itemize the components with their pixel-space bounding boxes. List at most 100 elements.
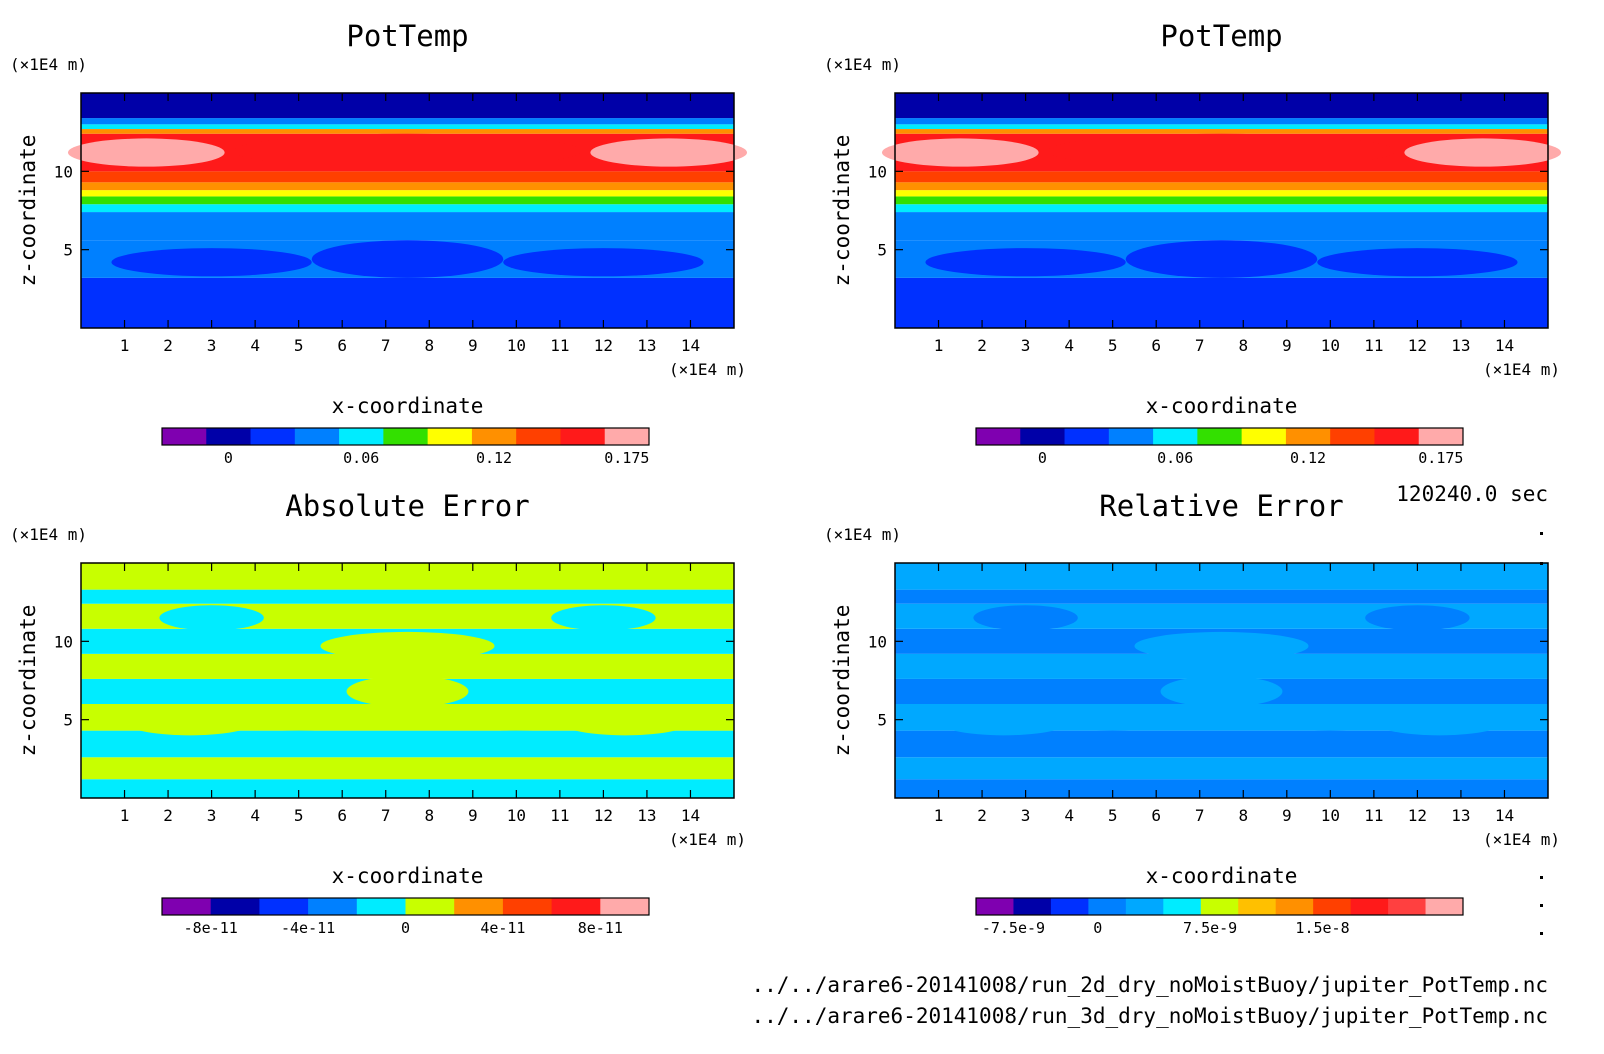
contour-band xyxy=(895,277,1548,328)
x-tick-label: 11 xyxy=(550,336,569,355)
x-tick-label: 10 xyxy=(507,336,526,355)
contour-band xyxy=(895,124,1548,130)
colorbar-swatch xyxy=(1285,428,1331,445)
contour-feature xyxy=(925,248,1126,277)
contour-band xyxy=(895,757,1548,780)
x-tick-label: 14 xyxy=(681,336,700,355)
colorbar-swatch xyxy=(308,898,358,915)
colorbar-label: 0.12 xyxy=(476,449,512,467)
contour-feature xyxy=(1265,730,1396,756)
colorbar-swatch xyxy=(1020,428,1066,445)
x-tick-label: 10 xyxy=(1321,336,1340,355)
x-tick-label: 11 xyxy=(1364,336,1383,355)
contour-band xyxy=(81,277,734,328)
colorbar-frame xyxy=(975,897,1464,916)
x-tick-label: 9 xyxy=(1282,336,1292,355)
colorbar-label: -7.5e-9 xyxy=(982,919,1045,937)
colorbar-label: 0 xyxy=(401,919,410,937)
y-axis-unit: (×1E4 m) xyxy=(10,525,87,544)
colorbar-swatch xyxy=(356,898,406,915)
x-tick-label: 2 xyxy=(163,806,173,825)
contour-band xyxy=(81,563,734,590)
chart-title: PotTemp xyxy=(1160,19,1282,53)
colorbar-swatch xyxy=(454,898,504,915)
x-tick-label: 5 xyxy=(294,336,304,355)
x-tick-label: 2 xyxy=(977,806,987,825)
colorbar-swatch xyxy=(560,428,606,445)
colorbar-label: 0 xyxy=(1093,919,1102,937)
contour-band xyxy=(895,779,1548,798)
contour-band xyxy=(81,196,734,205)
colorbar-swatch xyxy=(206,428,252,445)
chart-title: PotTemp xyxy=(346,19,468,53)
colorbar-swatch xyxy=(1013,898,1052,915)
colorbar-swatch xyxy=(551,898,601,915)
colorbar-label: -4e-11 xyxy=(281,919,335,937)
colorbar-frame xyxy=(161,897,650,916)
contour-band xyxy=(895,589,1548,604)
contour-feature xyxy=(1047,730,1178,756)
colorbar-swatch xyxy=(210,898,260,915)
colorbar-swatch xyxy=(1350,898,1389,915)
x-tick-label: 7 xyxy=(1195,336,1205,355)
colorbar-swatch xyxy=(976,898,1014,915)
colorbar-label: 0.175 xyxy=(1418,449,1463,467)
x-tick-label: 10 xyxy=(507,806,526,825)
contour-band xyxy=(81,124,734,130)
contour-band xyxy=(895,196,1548,205)
contour-band xyxy=(895,129,1548,134)
colorbar-swatch xyxy=(600,898,650,915)
colorbar-label: 4e-11 xyxy=(480,919,525,937)
contour-feature xyxy=(1047,133,1396,169)
x-tick-label: 7 xyxy=(381,336,391,355)
contour-band xyxy=(81,171,734,183)
contour-band xyxy=(895,212,1548,241)
colorbar-label: 0 xyxy=(224,449,233,467)
colorbar-swatch xyxy=(976,428,1021,445)
x-tick-label: 11 xyxy=(550,806,569,825)
colorbar-label: 1.5e-8 xyxy=(1295,919,1349,937)
x-axis-label: x-coordinate xyxy=(1146,394,1298,418)
colorbar-swatch xyxy=(1388,898,1427,915)
colorbar-label: 0 xyxy=(1038,449,1047,467)
contour-feature xyxy=(451,730,582,756)
y-axis-unit: (×1E4 m) xyxy=(824,525,901,544)
colorbar-swatch xyxy=(1125,898,1164,915)
x-tick-label: 2 xyxy=(977,336,987,355)
x-axis-unit: (×1E4 m) xyxy=(669,830,746,849)
y-tick-label: 5 xyxy=(877,711,887,730)
contour-band xyxy=(895,190,1548,197)
x-tick-label: 9 xyxy=(468,806,478,825)
x-tick-label: 3 xyxy=(207,806,217,825)
colorbar-swatch xyxy=(405,898,455,915)
x-tick-label: 8 xyxy=(1238,336,1248,355)
x-tick-label: 13 xyxy=(1451,336,1470,355)
colorbar-swatch xyxy=(1050,898,1089,915)
x-tick-label: 3 xyxy=(1021,336,1031,355)
contour-band xyxy=(895,563,1548,590)
x-tick-label: 8 xyxy=(1238,806,1248,825)
x-tick-label: 4 xyxy=(1064,336,1074,355)
x-tick-label: 9 xyxy=(1282,806,1292,825)
y-axis-unit: (×1E4 m) xyxy=(10,55,87,74)
colorbar-swatch xyxy=(1153,428,1198,445)
colorbar-swatch xyxy=(1241,428,1287,445)
x-axis-label: x-coordinate xyxy=(1146,864,1298,888)
y-axis-label: z-coordinate xyxy=(16,605,40,757)
x-tick-label: 4 xyxy=(250,336,260,355)
x-tick-label: 1 xyxy=(934,336,944,355)
contour-feature xyxy=(1317,248,1518,277)
x-tick-label: 4 xyxy=(1064,806,1074,825)
contour-feature xyxy=(555,704,695,736)
x-tick-label: 14 xyxy=(1495,336,1514,355)
colorbar-swatch xyxy=(1330,428,1375,445)
colorbar-swatch xyxy=(604,428,650,445)
contour-band xyxy=(81,118,734,125)
x-tick-label: 5 xyxy=(1108,336,1118,355)
file-path-2d: ../../arare6-20141008/run_2d_dry_noMoist… xyxy=(751,973,1548,997)
contour-feature xyxy=(233,133,582,169)
contour-band xyxy=(895,204,1548,213)
file-path-3d: ../../arare6-20141008/run_3d_dry_noMoist… xyxy=(751,1004,1548,1028)
time-label: 120240.0 sec xyxy=(1396,482,1548,506)
colorbar-swatch xyxy=(1108,428,1154,445)
